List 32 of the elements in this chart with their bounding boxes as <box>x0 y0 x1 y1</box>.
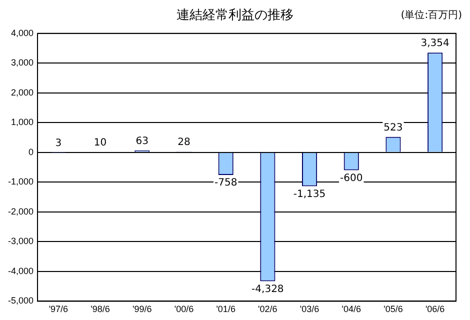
x-tick-label: '00/6 <box>174 304 194 314</box>
x-tick-label: '99/6 <box>132 304 152 314</box>
data-label: 28 <box>178 137 190 148</box>
x-tick-label: '02/6 <box>258 304 278 314</box>
y-tick-label: -5,000 <box>8 296 34 306</box>
x-tick-label: '98/6 <box>90 304 110 314</box>
data-label: -1,135 <box>293 188 326 200</box>
y-tick-label: -1,000 <box>8 176 34 187</box>
chart-title: 連結経常利益の推移 <box>176 8 294 23</box>
y-tick-label: 2,000 <box>10 87 34 98</box>
data-label: 3 <box>55 138 62 149</box>
x-tick-label: '04/6 <box>342 304 362 314</box>
x-tick-label: '05/6 <box>384 304 403 314</box>
x-tick-label: '03/6 <box>300 304 320 314</box>
y-tick-label: 4,000 <box>10 28 34 38</box>
y-tick-label: -2,000 <box>8 206 34 216</box>
x-tick-label: '97/6 <box>48 304 68 314</box>
data-label: -600 <box>340 172 363 184</box>
y-tick-label: 0 <box>28 146 34 157</box>
data-label: 63 <box>136 136 149 148</box>
text: (単位:百万円) <box>400 9 462 22</box>
y-tick-label: 1,000 <box>10 117 34 128</box>
data-label: 10 <box>94 138 107 149</box>
y-tick-label: -4,000 <box>8 266 34 276</box>
data-label: 3,354 <box>420 38 450 50</box>
x-tick-label: '06/6 <box>425 304 445 314</box>
data-label: 523 <box>384 122 403 134</box>
data-label: -758 <box>214 178 238 189</box>
y-tick-label: -3,000 <box>8 236 34 246</box>
x-tick-label: '01/6 <box>216 304 236 314</box>
data-label: -4,328 <box>252 284 284 295</box>
y-tick-label: 3,000 <box>10 58 34 68</box>
